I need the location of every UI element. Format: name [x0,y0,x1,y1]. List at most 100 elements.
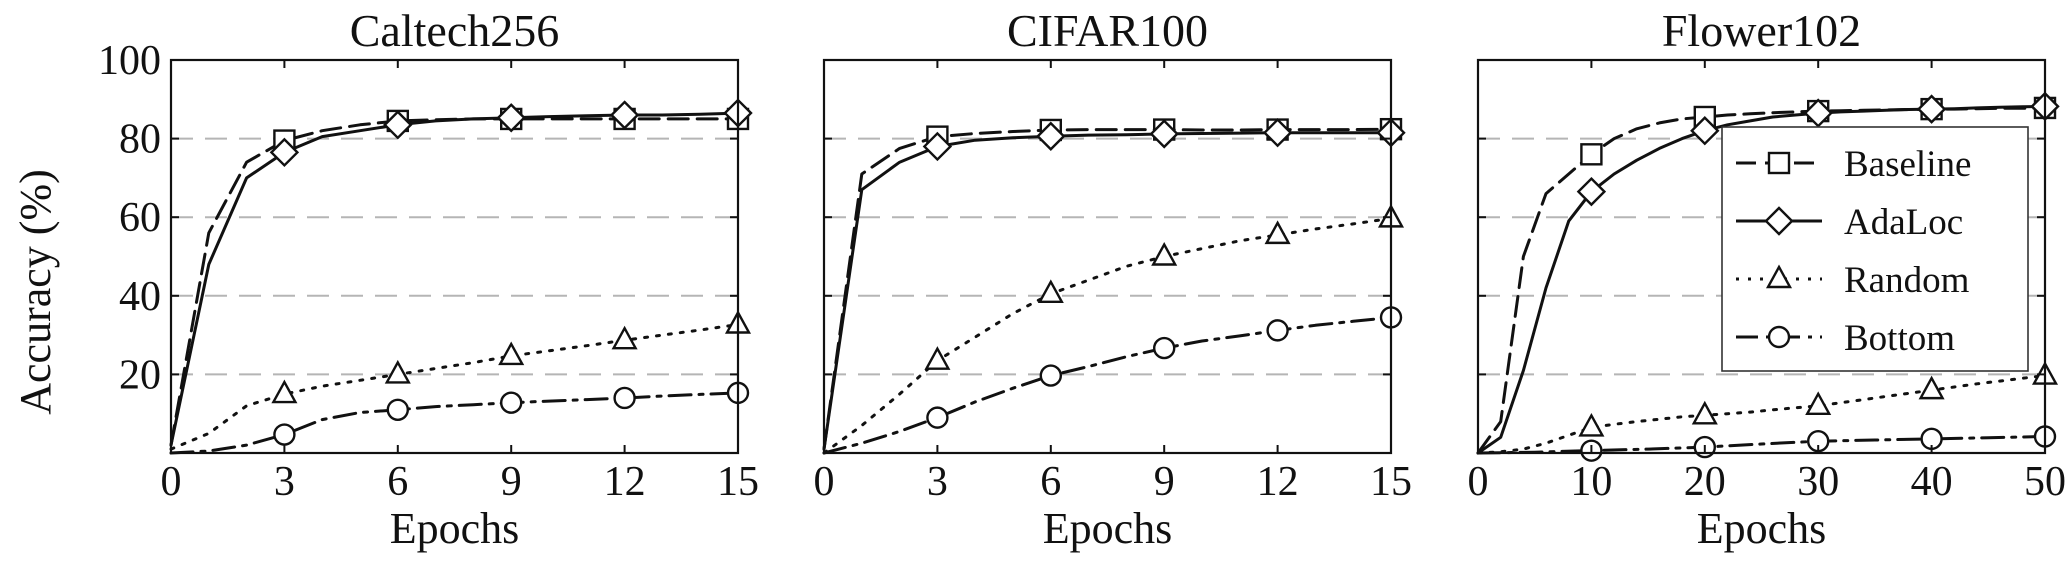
x-tick-label: 15 [717,459,759,505]
series-line-adaloc [822,131,1393,451]
series-random [822,203,1405,455]
legend-label: Random [1844,260,1970,301]
x-axis-label: Epochs [390,504,520,553]
x-tick-label: 6 [1040,459,1061,505]
x-tick-label: 9 [501,459,522,505]
chart-caltech256: 0 3 6 9 12 15 20 40 60 80 100 Caltech256 Epochs [98,5,759,553]
x-tick-label: 30 [1797,459,1839,505]
series-line-bottom [1476,435,2047,455]
series-bottom [169,381,750,455]
x-tick-label: 6 [387,459,408,505]
data-point-bottom-3 [273,423,296,446]
y-tick-label: 80 [119,117,161,163]
x-tick-label: 10 [1570,459,1612,505]
data-point-adaloc-30 [1803,98,1833,128]
plot-frame [169,58,740,455]
chart-title: CIFAR100 [1007,5,1208,56]
series-adaloc [1476,91,2060,455]
data-point-random-3 [271,379,298,404]
legend-marker-bottom [1767,325,1791,349]
series-line-baseline [822,127,1393,451]
legend-marker-baseline [1767,151,1791,175]
data-point-random-9 [1151,242,1178,266]
data-point-adaloc-6 [383,110,413,140]
data-point-adaloc-12 [1262,118,1293,148]
data-point-adaloc-3 [922,131,953,162]
data-point-adaloc-10 [1576,176,1607,207]
data-point-random-30 [1805,391,1832,416]
data-point-random-12 [1264,220,1291,245]
legend-label: Bottom [1844,318,1955,359]
x-tick-label: 0 [161,459,182,505]
x-tick-label: 9 [1154,459,1175,505]
x-axis-label: Epochs [1697,504,1827,553]
data-point-adaloc-3 [269,137,300,168]
data-point-bottom-9 [500,391,523,414]
series-line-adaloc [169,111,740,447]
data-point-random-10 [1578,412,1605,437]
series-random [1476,361,2059,455]
x-tick-label: 50 [2024,459,2066,505]
data-point-adaloc-12 [609,100,640,130]
y-tick-label: 100 [98,38,161,84]
plot-frame [1476,58,2047,455]
data-point-adaloc-9 [496,103,526,133]
series-adaloc [169,98,753,447]
legend-marker-random [1765,264,1793,289]
chart-title: Caltech256 [350,5,560,56]
series-line-random [169,323,740,451]
y-axis-label: Accuracy (%) [11,169,60,415]
data-point-adaloc-9 [1149,119,1179,149]
series-adaloc [822,118,1406,451]
x-tick-label: 40 [1911,459,1953,505]
series-baseline [822,117,1403,451]
data-point-bottom-9 [1152,336,1176,360]
y-tick-label: 20 [119,352,161,398]
legend-item-random: Random [1736,260,1970,301]
series-bottom [1476,425,2057,462]
legend-item-adaloc: AdaLoc [1736,202,1963,243]
legend-item-bottom: Bottom [1736,318,1955,359]
series-random [169,309,752,451]
x-tick-label: 3 [927,459,948,505]
legend-item-baseline: Baseline [1736,144,1971,185]
series-bottom [822,306,1403,455]
data-point-random-12 [611,325,638,350]
data-point-random-6 [1037,279,1064,304]
series-line-baseline [169,117,740,447]
data-point-bottom-3 [926,406,949,429]
legend: Baseline AdaLoc Random Bottom [1721,126,2029,372]
series-line-random [1476,374,2047,455]
data-point-adaloc-6 [1036,121,1066,151]
plot-frame [822,58,1393,455]
chart-cifar100: 0 3 6 9 12 15 CIFAR100 Epochs [814,5,1413,553]
y-tick-label: 60 [119,195,161,241]
legend-label: Baseline [1844,144,1971,185]
x-axis-label: Epochs [1043,504,1173,553]
x-tick-label: 12 [604,459,646,505]
series-line-random [822,216,1393,455]
data-point-random-9 [498,341,525,366]
series-line-bottom [822,315,1393,455]
series-line-adaloc [1476,104,2047,455]
data-point-bottom-6 [386,398,409,421]
legend-label: AdaLoc [1844,202,1963,243]
shared-y-axis-label-group: Accuracy (%) [11,169,60,415]
series-line-bottom [169,391,740,455]
data-point-random-20 [1691,400,1718,425]
x-tick-label: 15 [1370,459,1412,505]
x-tick-label: 12 [1257,459,1299,505]
x-tick-label: 20 [1684,459,1726,505]
legend-marker-adaloc [1764,206,1794,236]
data-point-adaloc-40 [1916,94,1947,124]
data-point-random-3 [924,346,951,370]
data-point-random-6 [384,359,411,384]
x-tick-label: 0 [1468,459,1489,505]
data-point-random-40 [1918,375,1945,400]
data-point-bottom-12 [613,386,636,410]
y-tick-label: 40 [119,274,161,320]
data-point-bottom-12 [1266,319,1289,342]
data-point-adaloc-20 [1690,116,1720,146]
data-point-baseline-10 [1580,143,1603,166]
